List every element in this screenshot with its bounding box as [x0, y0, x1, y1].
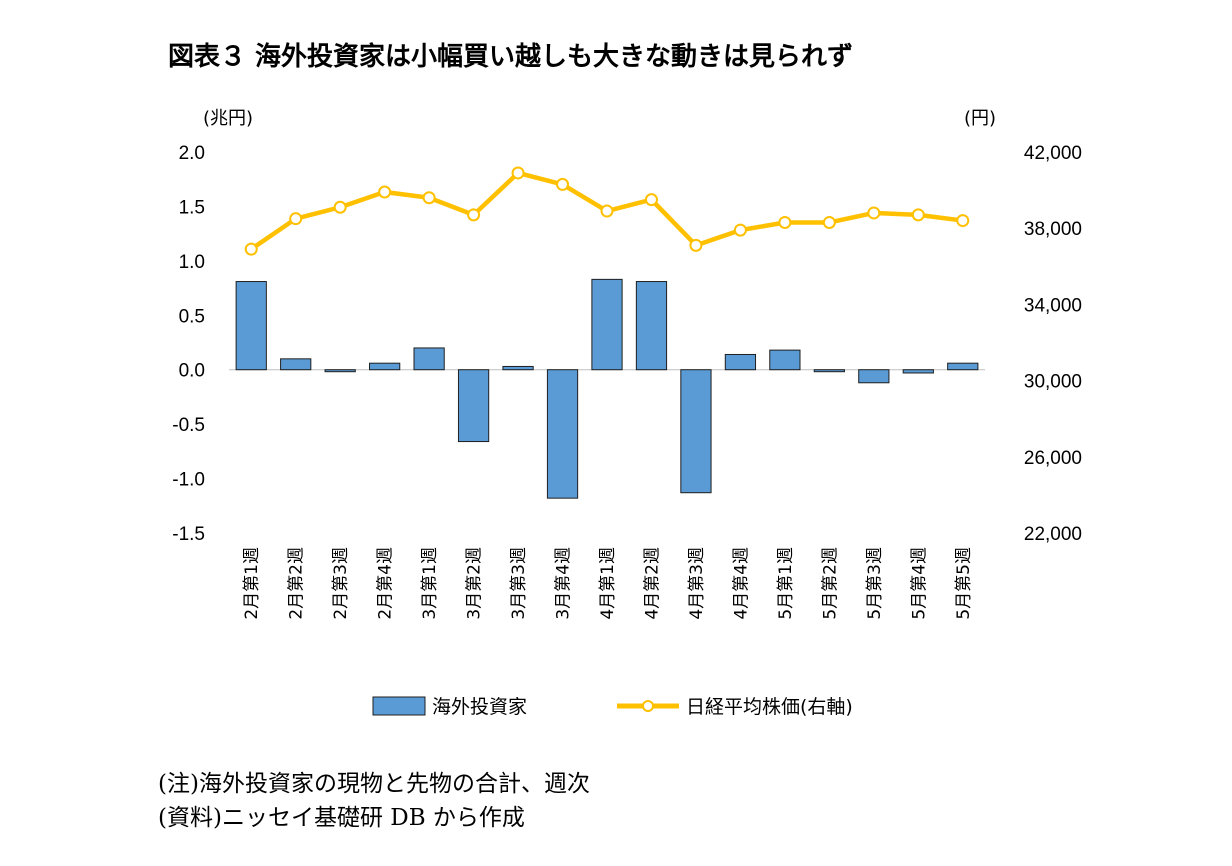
bar	[457, 369, 490, 443]
line-point	[422, 191, 436, 205]
line-point	[289, 212, 303, 226]
category-label: 3月第1週	[420, 547, 440, 620]
line-point	[556, 177, 570, 191]
right-axis-unit-label: (円)	[964, 108, 996, 129]
bar	[280, 358, 312, 371]
bar-series-foreign-investors	[235, 278, 979, 499]
line-point	[333, 200, 347, 214]
right-tick-label: 30,000	[1024, 372, 1082, 393]
right-tick-label: 38,000	[1024, 219, 1082, 240]
bar	[235, 281, 267, 371]
bar	[635, 281, 668, 371]
category-label: 4月第4週	[731, 547, 751, 620]
bar	[591, 278, 623, 371]
legend: 海外投資家 日経平均株価(右軸)	[372, 696, 853, 718]
line-point	[778, 215, 792, 229]
line-point	[733, 223, 747, 237]
left-tick-label: -0.5	[172, 415, 205, 436]
legend-bar-swatch	[372, 696, 426, 716]
line-point	[644, 193, 658, 207]
right-tick-label: 26,000	[1024, 448, 1082, 469]
left-tick-label: 1.5	[179, 197, 205, 218]
line-series-nikkei	[244, 166, 970, 256]
category-label: 4月第3週	[687, 547, 707, 620]
category-label: 4月第2週	[642, 547, 662, 620]
category-label: 2月第4週	[376, 547, 396, 620]
line-point	[689, 238, 703, 252]
source-text: (資料)ニッセイ基礎研 DB から作成	[158, 805, 525, 831]
note-text: (注)海外投資家の現物と先物の合計、週次	[158, 771, 590, 797]
line-point	[867, 206, 881, 220]
bar	[813, 369, 845, 373]
bar	[413, 347, 445, 371]
legend-marker-swatch	[642, 700, 654, 712]
bar	[858, 369, 890, 384]
category-label: 3月第2週	[465, 547, 485, 620]
line-point	[378, 185, 392, 199]
left-axis-ticks: 2.0 1.5 1.0 0.5 0.0 -0.5 -1.0 -1.5	[172, 143, 205, 545]
left-tick-label: -1.5	[172, 524, 205, 545]
left-tick-label: 0.0	[179, 361, 205, 382]
left-tick-label: -1.0	[172, 470, 205, 491]
left-tick-label: 1.0	[179, 252, 205, 273]
category-label: 2月第1週	[242, 547, 262, 620]
right-axis-ticks: 42,000 38,000 34,000 30,000 26,000 22,000	[1024, 143, 1082, 545]
bar	[546, 369, 579, 499]
line-point	[600, 204, 614, 218]
left-tick-label: 2.0	[179, 143, 205, 164]
right-tick-label: 42,000	[1024, 143, 1082, 164]
bar	[502, 365, 534, 371]
bar	[324, 369, 356, 373]
bar	[724, 353, 757, 371]
category-label: 5月第4週	[909, 547, 929, 620]
bar	[769, 349, 801, 371]
line-point	[822, 215, 836, 229]
left-axis-unit-label: (兆円)	[203, 108, 253, 129]
line-point	[956, 214, 970, 228]
category-label: 4月第1週	[598, 547, 618, 620]
category-label: 2月第3週	[331, 547, 351, 620]
category-label: 3月第4週	[554, 547, 574, 620]
chart-title: 図表３ 海外投資家は小幅買い越しも大きな動きは見られず	[168, 42, 854, 72]
category-label: 5月第2週	[820, 547, 840, 620]
bar	[680, 369, 712, 494]
category-label: 2月第2週	[287, 547, 307, 620]
bar	[369, 362, 401, 371]
legend-label-nikkei: 日経平均株価(右軸)	[686, 696, 853, 718]
bar	[902, 369, 934, 374]
left-tick-label: 0.5	[179, 306, 205, 327]
right-tick-label: 22,000	[1024, 524, 1082, 545]
bar	[947, 362, 979, 371]
category-label: 3月第3週	[509, 547, 529, 620]
category-label: 5月第3週	[865, 547, 885, 620]
category-label: 5月第1週	[776, 547, 796, 620]
line-point	[911, 208, 925, 222]
right-tick-label: 34,000	[1024, 295, 1082, 316]
legend-label-foreign-investors: 海外投資家	[432, 696, 527, 718]
category-label: 5月第5週	[954, 547, 974, 620]
line-point	[511, 166, 525, 180]
line-point	[244, 242, 258, 256]
line-point	[467, 208, 481, 222]
category-labels: 2月第1週 2月第2週 2月第3週 2月第4週 3月第1週 3月第2週 3月第3週 3月第4週…	[242, 547, 974, 620]
